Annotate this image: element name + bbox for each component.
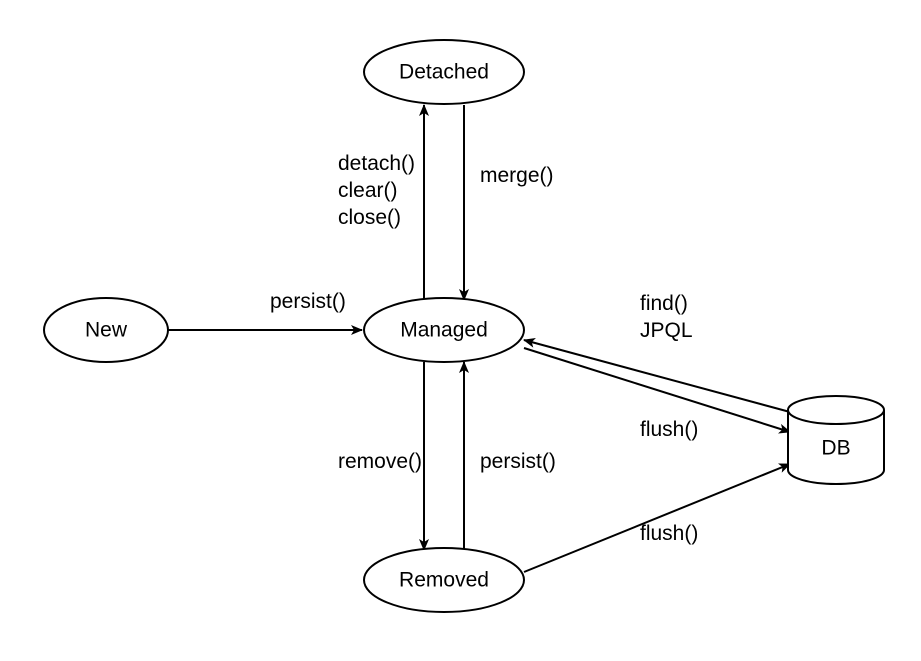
- edge-label: remove(): [338, 450, 422, 473]
- edge-new-to-managed: persist(): [168, 290, 362, 330]
- edge-label: persist(): [480, 450, 556, 473]
- edge-label: flush(): [640, 418, 698, 441]
- edge-label: persist(): [270, 290, 346, 313]
- node-label-detached: Detached: [399, 61, 489, 84]
- edge-managed-to-detached: detach() clear() close(): [338, 105, 424, 300]
- node-detached: Detached: [364, 40, 524, 104]
- node-new: New: [44, 298, 168, 362]
- edge-label: clear(): [338, 179, 398, 202]
- node-label-removed: Removed: [399, 569, 489, 592]
- edge-label: find(): [640, 292, 688, 315]
- edge-db-to-managed: find() JPQL: [524, 292, 790, 412]
- state-diagram: persist() detach() clear() close() merge() re…: [0, 0, 921, 661]
- edge-label: detach(): [338, 152, 415, 175]
- edge-managed-to-db: flush(): [524, 348, 790, 441]
- node-label-new: New: [85, 319, 128, 342]
- node-db: DB: [788, 396, 884, 484]
- edge-label: close(): [338, 206, 401, 229]
- edge-removed-to-db: flush(): [524, 464, 790, 572]
- edge-detached-to-managed: merge(): [464, 105, 554, 300]
- edge-label: flush(): [640, 522, 698, 545]
- edge-label: merge(): [480, 164, 554, 187]
- node-managed: Managed: [364, 298, 524, 362]
- edge-managed-to-removed: remove(): [338, 362, 424, 550]
- node-removed: Removed: [364, 548, 524, 612]
- node-label-db: DB: [821, 437, 850, 460]
- edge-removed-to-managed: persist(): [464, 362, 556, 550]
- node-label-managed: Managed: [400, 319, 488, 342]
- edge-label: JPQL: [640, 319, 693, 342]
